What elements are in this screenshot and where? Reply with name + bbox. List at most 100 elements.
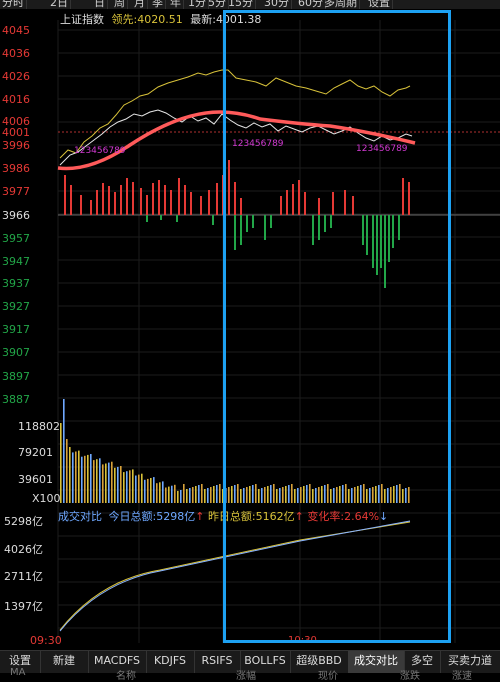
sell-bar [372,215,374,268]
buy-bar [80,195,82,215]
price-tick-label: 3887 [2,393,30,406]
volume-bar [261,488,263,503]
amount-tick-label: 4026亿 [4,543,43,556]
indicator-tab-bar: 设置 新建 MACDFS KDJFS RSIFS BOLLFS 超级BBD 成交对比 多空 买卖力… [0,650,500,682]
volume-bar [276,489,278,503]
period-tab-6[interactable]: 年 [168,0,184,9]
volume-bar [135,475,137,503]
volume-bar [366,489,368,503]
period-tab-3[interactable]: 周 [112,0,128,9]
yesterday-value: 5162亿 [255,510,295,523]
signal-group-1: 123456789 [74,146,126,156]
price-tick-label: 3996 [2,139,30,152]
price-tick-label: 3917 [2,323,30,336]
buy-bar [304,192,306,215]
sell-bar [252,215,254,228]
amount-tick-label: 1397亿 [4,600,43,613]
sell-bar [270,215,272,228]
volume-bar [159,482,161,503]
volume-bar [249,486,251,503]
period-tab-4[interactable]: 月 [132,0,148,9]
buy-bar [318,198,320,215]
period-tab-11[interactable]: 60分 [296,0,326,9]
buy-bar [132,182,134,215]
volume-bar [345,484,347,503]
price-tick-label: 3966 [2,209,30,222]
volume-bar [231,486,233,503]
period-tab-9[interactable]: 15分 [226,0,256,9]
volume-bar [114,467,116,503]
volume-bar [372,487,374,503]
volume-bar [375,486,377,503]
volume-bar [153,477,155,503]
change-label: 变化率: [307,510,345,523]
indicator-tab-2[interactable]: MACDFS [88,651,147,673]
indicator-tab-9[interactable]: 买卖力道 [440,651,500,673]
volume-bar [207,488,209,503]
period-tab-13[interactable]: 设置 [366,0,393,9]
period-tab-10[interactable]: 30分 [262,0,292,9]
volume-bar [177,490,179,503]
price-tick-label: 4045 [2,24,30,37]
period-tab-5[interactable]: 季 [150,0,166,9]
indicator-tab-8[interactable]: 多空 [404,651,441,673]
buy-bar [280,196,282,215]
price-tick-label: 3897 [2,370,30,383]
volume-bars-top [64,160,410,288]
time-start-label: 09:30 [30,634,62,647]
indicator-tab-1[interactable]: 新建 [40,651,89,673]
today-label: 今日总额: [108,510,157,523]
index-title: 上证指数 [60,13,104,26]
volume-bar [90,454,92,503]
volume-bar [267,486,269,503]
indicator-tab-5[interactable]: BOLLFS [240,651,291,673]
buy-bar [200,196,202,215]
price-tick-label: 4026 [2,70,30,83]
volume-bar [216,485,218,503]
indicator-tab-4[interactable]: RSIFS [194,651,241,673]
period-tab-12[interactable]: 多周期 [322,0,360,9]
volume-bar [270,485,272,503]
buy-bar [332,192,334,215]
column-header-0: MA [10,667,26,678]
latest-label: 最新: [190,13,216,26]
price-tick-label: 3937 [2,277,30,290]
buy-bar [208,190,210,215]
volume-bar [132,469,134,503]
period-tab-8[interactable]: 5分 [206,0,229,9]
buy-bar [164,185,166,215]
period-tab-2[interactable]: 日 [92,0,108,9]
volume-bar [357,486,359,503]
volume-bar [165,487,167,503]
indicator-tab-3[interactable]: KDJFS [146,651,195,673]
volume-bar [333,488,335,503]
buy-bar [70,185,72,215]
buy-bar [152,183,154,215]
volume-bar [138,474,140,503]
latest-value: 4001.38 [215,13,262,26]
period-tab-1[interactable]: 2日 [48,0,71,9]
signal-group-3: 123456789 [356,144,408,154]
grid-lines [57,20,500,643]
buy-bar [102,183,104,215]
signal-group-2: 123456789 [232,139,284,149]
period-tab-7[interactable]: 1分 [186,0,209,9]
volume-bar [288,485,290,503]
price-tick-label: 4001 [2,126,30,139]
sell-bar [264,215,266,240]
indicator-tab-0[interactable]: 设置 [0,651,41,673]
volume-bar [141,473,143,503]
sell-bar [160,215,162,220]
volume-bar [393,486,395,503]
volume-bar [144,479,146,503]
period-tab-0[interactable]: 分时 [0,0,27,9]
volume-bar [327,484,329,503]
volume-bar [264,487,266,503]
sell-bar [398,215,400,240]
volume-bar [246,487,248,503]
volume-tick-label: X100 [32,492,61,505]
sell-bar [246,215,248,232]
volume-bar [75,451,77,503]
indicator-tab-7[interactable]: 成交对比 [348,651,405,673]
